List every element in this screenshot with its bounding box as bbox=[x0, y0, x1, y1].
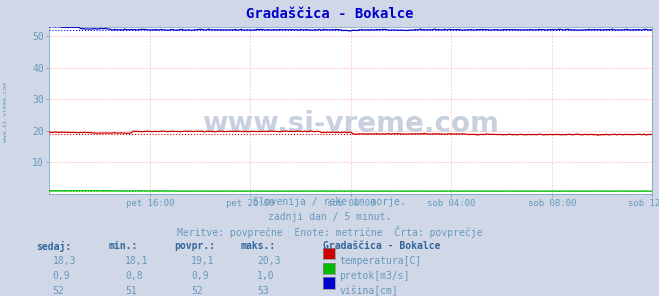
Text: 0,9: 0,9 bbox=[191, 271, 209, 281]
Text: 52: 52 bbox=[53, 286, 65, 296]
Text: 1,0: 1,0 bbox=[257, 271, 275, 281]
Text: Gradaščica - Bokalce: Gradaščica - Bokalce bbox=[323, 241, 440, 251]
Text: 52: 52 bbox=[191, 286, 203, 296]
Text: zadnji dan / 5 minut.: zadnji dan / 5 minut. bbox=[268, 212, 391, 222]
Text: 51: 51 bbox=[125, 286, 137, 296]
Text: maks.:: maks.: bbox=[241, 241, 275, 251]
Text: višina[cm]: višina[cm] bbox=[339, 286, 398, 296]
Text: pretok[m3/s]: pretok[m3/s] bbox=[339, 271, 410, 281]
Text: 18,3: 18,3 bbox=[53, 256, 76, 266]
Text: 18,1: 18,1 bbox=[125, 256, 149, 266]
Text: Gradaščica - Bokalce: Gradaščica - Bokalce bbox=[246, 7, 413, 21]
Text: 19,1: 19,1 bbox=[191, 256, 215, 266]
Text: 53: 53 bbox=[257, 286, 269, 296]
Text: sedaj:: sedaj: bbox=[36, 241, 71, 252]
Text: www.si-vreme.com: www.si-vreme.com bbox=[202, 110, 500, 138]
Text: www.si-vreme.com: www.si-vreme.com bbox=[3, 83, 8, 142]
Text: min.:: min.: bbox=[109, 241, 138, 251]
Text: povpr.:: povpr.: bbox=[175, 241, 215, 251]
Text: Meritve: povprečne  Enote: metrične  Črta: povprečje: Meritve: povprečne Enote: metrične Črta:… bbox=[177, 226, 482, 239]
Text: 0,8: 0,8 bbox=[125, 271, 143, 281]
Text: Slovenija / reke in morje.: Slovenija / reke in morje. bbox=[253, 197, 406, 207]
Text: 0,9: 0,9 bbox=[53, 271, 71, 281]
Text: temperatura[C]: temperatura[C] bbox=[339, 256, 422, 266]
Text: 20,3: 20,3 bbox=[257, 256, 281, 266]
